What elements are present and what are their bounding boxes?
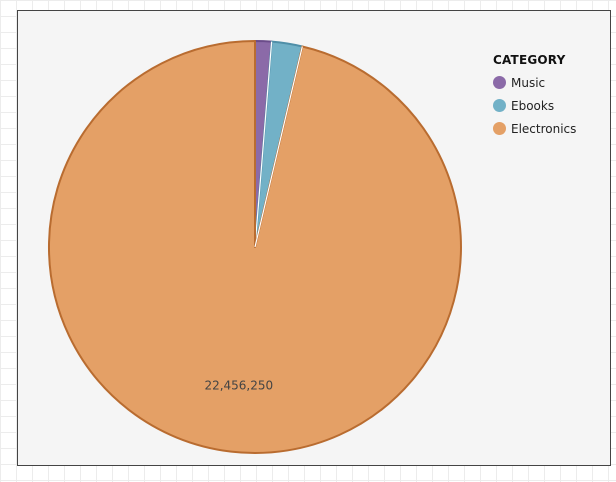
legend-title: CATEGORY <box>493 53 566 67</box>
legend-label-music: Music <box>511 75 546 90</box>
data-label-electronics: 22,456,250 <box>204 379 273 393</box>
legend-item-music[interactable]: Music <box>493 71 576 94</box>
legend-item-electronics[interactable]: Electronics <box>493 117 576 140</box>
legend-swatch-music <box>493 76 506 89</box>
legend-item-ebooks[interactable]: Ebooks <box>493 94 576 117</box>
legend: CATEGORY Music Ebooks Electronics <box>493 53 576 140</box>
legend-label-ebooks: Ebooks <box>511 98 555 113</box>
pie-separator-electronics <box>254 46 303 248</box>
chart-frame: 22,456,250 CATEGORY Music Ebooks Electro… <box>17 10 611 466</box>
legend-swatch-ebooks <box>493 99 506 112</box>
legend-label-electronics: Electronics <box>511 121 577 136</box>
pie-separator-ebooks <box>254 41 273 248</box>
legend-swatch-electronics <box>493 122 506 135</box>
pie-chart: 22,456,250 <box>48 39 462 454</box>
